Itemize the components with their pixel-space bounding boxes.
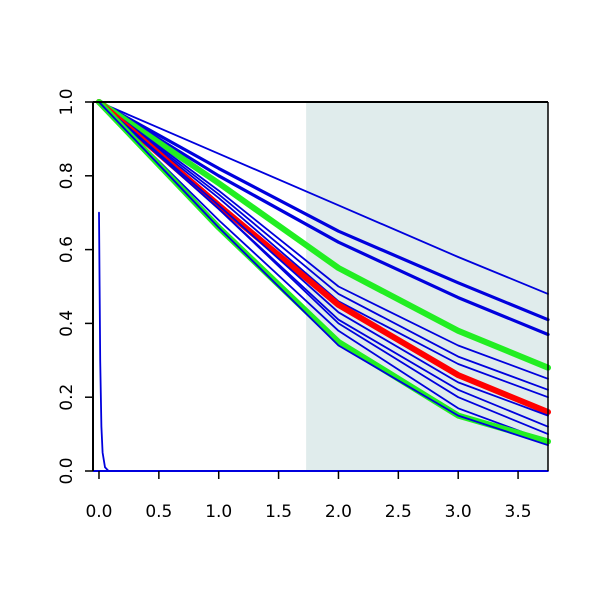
series-line-6 [98,101,549,391]
series-line-11 [98,101,549,435]
shaded-region [306,102,548,471]
x-tick-label: 0.5 [145,502,172,522]
series-line-14 [98,101,549,447]
y-tick-label: 0.0 [57,457,77,484]
plot-area [93,99,551,472]
series-line-12 [98,101,549,443]
y-tick-label: 1.0 [57,88,77,115]
axes: 0.0 0.2 0.4 0.6 0.8 1.0 0.0 0.5 1.0 1.5 2.0 2.5 3.0 3… [57,88,549,522]
series-line-5 [98,101,549,380]
x-tick-label: 1.5 [265,502,292,522]
x-tick-label: 1.0 [205,502,232,522]
series-line-2 [97,100,550,322]
x-tick-label: 2.0 [325,502,352,522]
y-tick-label: 0.8 [57,162,77,189]
y-tick-label: 0.6 [57,236,77,263]
x-tick-label: 3.0 [445,502,472,522]
x-tick-label: 3.5 [505,502,532,522]
series-line-1 [98,101,549,295]
y-tick-label: 0.2 [57,384,77,411]
x-tick-label: 0.0 [85,502,112,522]
series-line-3 [97,100,550,337]
x-tick-label: 2.5 [385,502,412,522]
series-line-9 [98,101,549,417]
series-line-4 [96,99,551,371]
y-tick-label: 0.4 [57,310,77,337]
